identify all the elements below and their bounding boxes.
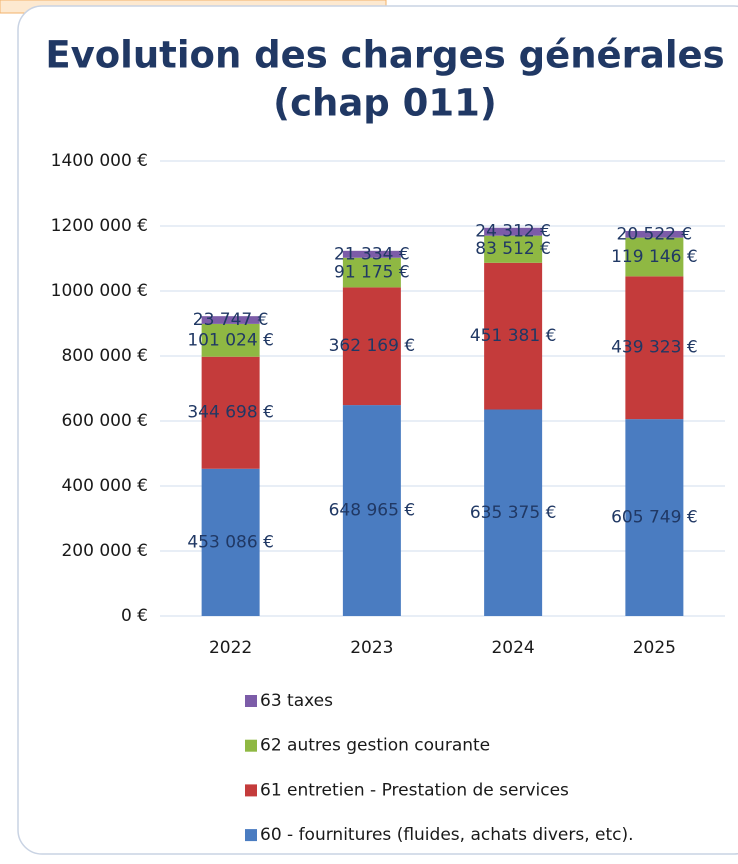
bar-segment [342,257,401,288]
data-label: 648 965 € [329,501,416,521]
legend-swatch [245,739,257,752]
bar-segment [201,316,260,324]
data-label: 24 312 € [475,222,551,242]
bar-segment [201,468,260,616]
y-tick-label: 600 000 € [61,411,148,431]
x-tick-label: 2022 [209,638,252,658]
x-tick-label: 2024 [491,638,534,658]
legend-swatch [245,784,257,797]
data-label: 635 375 € [470,503,557,523]
data-label: 83 512 € [475,239,551,259]
y-tick-label: 0 € [121,606,148,626]
y-tick-label: 1400 000 € [51,151,148,171]
bar-segment [484,409,543,616]
data-label: 605 749 € [611,508,698,528]
bar-segment [625,230,684,238]
data-label: 453 086 € [187,532,274,552]
data-label: 21 334 € [334,244,410,264]
data-label: 20 522 € [617,224,693,244]
legend-label: 60 - fournitures (fluides, achats divers… [260,825,634,845]
y-tick-label: 1200 000 € [51,216,148,236]
bar-segment [342,405,401,616]
bar-segment [201,356,260,469]
y-tick-label: 200 000 € [61,541,148,561]
legend-label: 62 autres gestion courante [260,736,490,756]
legend-swatch [245,829,257,842]
legend-swatch [245,695,257,707]
legend-label: 61 entretien - Prestation de services [260,780,569,800]
bar-segment [625,237,684,277]
bar-segment [484,227,543,236]
x-tick-label: 2025 [633,638,676,658]
y-tick-label: 400 000 € [61,476,148,496]
x-tick-label: 2023 [350,638,393,658]
data-label: 101 024 € [187,330,274,350]
bar-segment [625,419,684,616]
bar-segment [201,323,260,357]
data-label: 439 323 € [611,338,698,358]
chart-title: Evolution des charges générales [45,34,724,77]
data-label: 344 698 € [187,403,274,423]
bar-segment [342,287,401,406]
data-label: 23 747 € [193,310,269,330]
bar-segment [484,235,543,263]
bar-segment [625,276,684,420]
data-label: 362 169 € [329,336,416,356]
bar-segment [342,250,401,258]
data-label: 91 175 € [334,263,410,283]
chart-title: (chap 011) [273,82,497,125]
data-label: 119 146 € [611,247,698,267]
data-label: 451 381 € [470,326,557,346]
bar-segment [484,262,543,410]
y-tick-label: 1000 000 € [51,281,148,301]
legend-label: 63 taxes [260,691,333,711]
y-tick-label: 800 000 € [61,346,148,366]
